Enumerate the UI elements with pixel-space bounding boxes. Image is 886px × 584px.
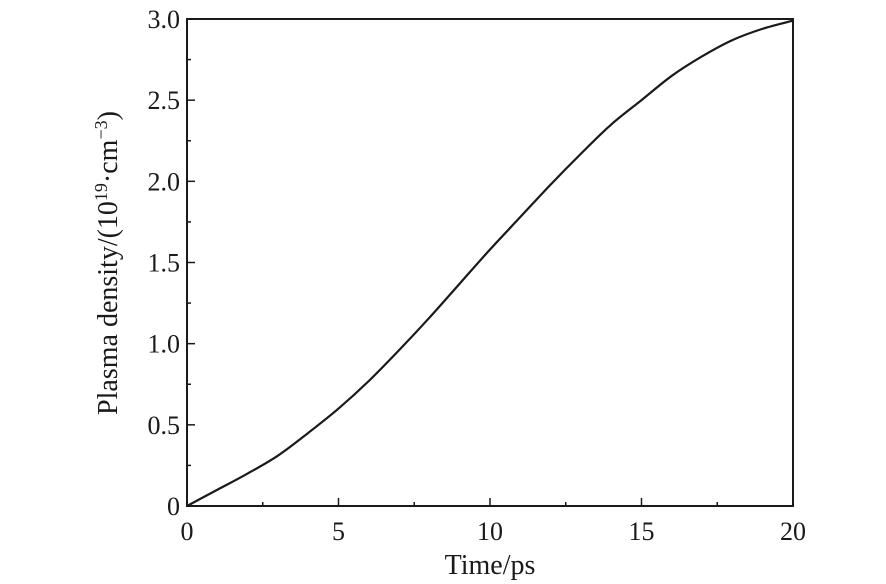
y-axis-title-prefix: Plasma density/(10 — [93, 201, 124, 415]
y-axis-title: Plasma density/(1019·cm−3) — [91, 111, 124, 415]
y-tick-label: 1.5 — [148, 249, 181, 278]
y-tick-label: 0 — [167, 492, 180, 521]
x-tick-label: 0 — [181, 517, 194, 546]
y-tick-labels: 0 0.5 1.0 1.5 2.0 2.5 3.0 — [148, 5, 181, 521]
x-tick-labels: 0 5 10 15 20 — [181, 517, 807, 546]
series-line — [186, 19, 794, 507]
x-tick-label: 5 — [332, 517, 345, 546]
x-tick-label: 20 — [780, 517, 806, 546]
y-tick-label: 0.5 — [148, 411, 181, 440]
plot-frame — [186, 18, 794, 507]
y-tick-label: 2.5 — [148, 86, 181, 115]
y-tick-label: 1.0 — [148, 330, 181, 359]
y-tick-label: 3.0 — [148, 5, 181, 34]
y-tick-label: 2.0 — [148, 167, 181, 196]
y-axis-title-middle: ·cm — [93, 139, 124, 183]
y-axis-title-exponent-2: −3 — [91, 120, 111, 139]
x-tick-label: 15 — [629, 517, 655, 546]
axis-ticks — [186, 18, 794, 507]
y-axis-title-suffix: ) — [93, 111, 124, 120]
y-axis-title-exponent-1: 19 — [91, 183, 111, 201]
x-axis-title: Time/ps — [445, 550, 536, 581]
x-tick-label: 10 — [477, 517, 503, 546]
